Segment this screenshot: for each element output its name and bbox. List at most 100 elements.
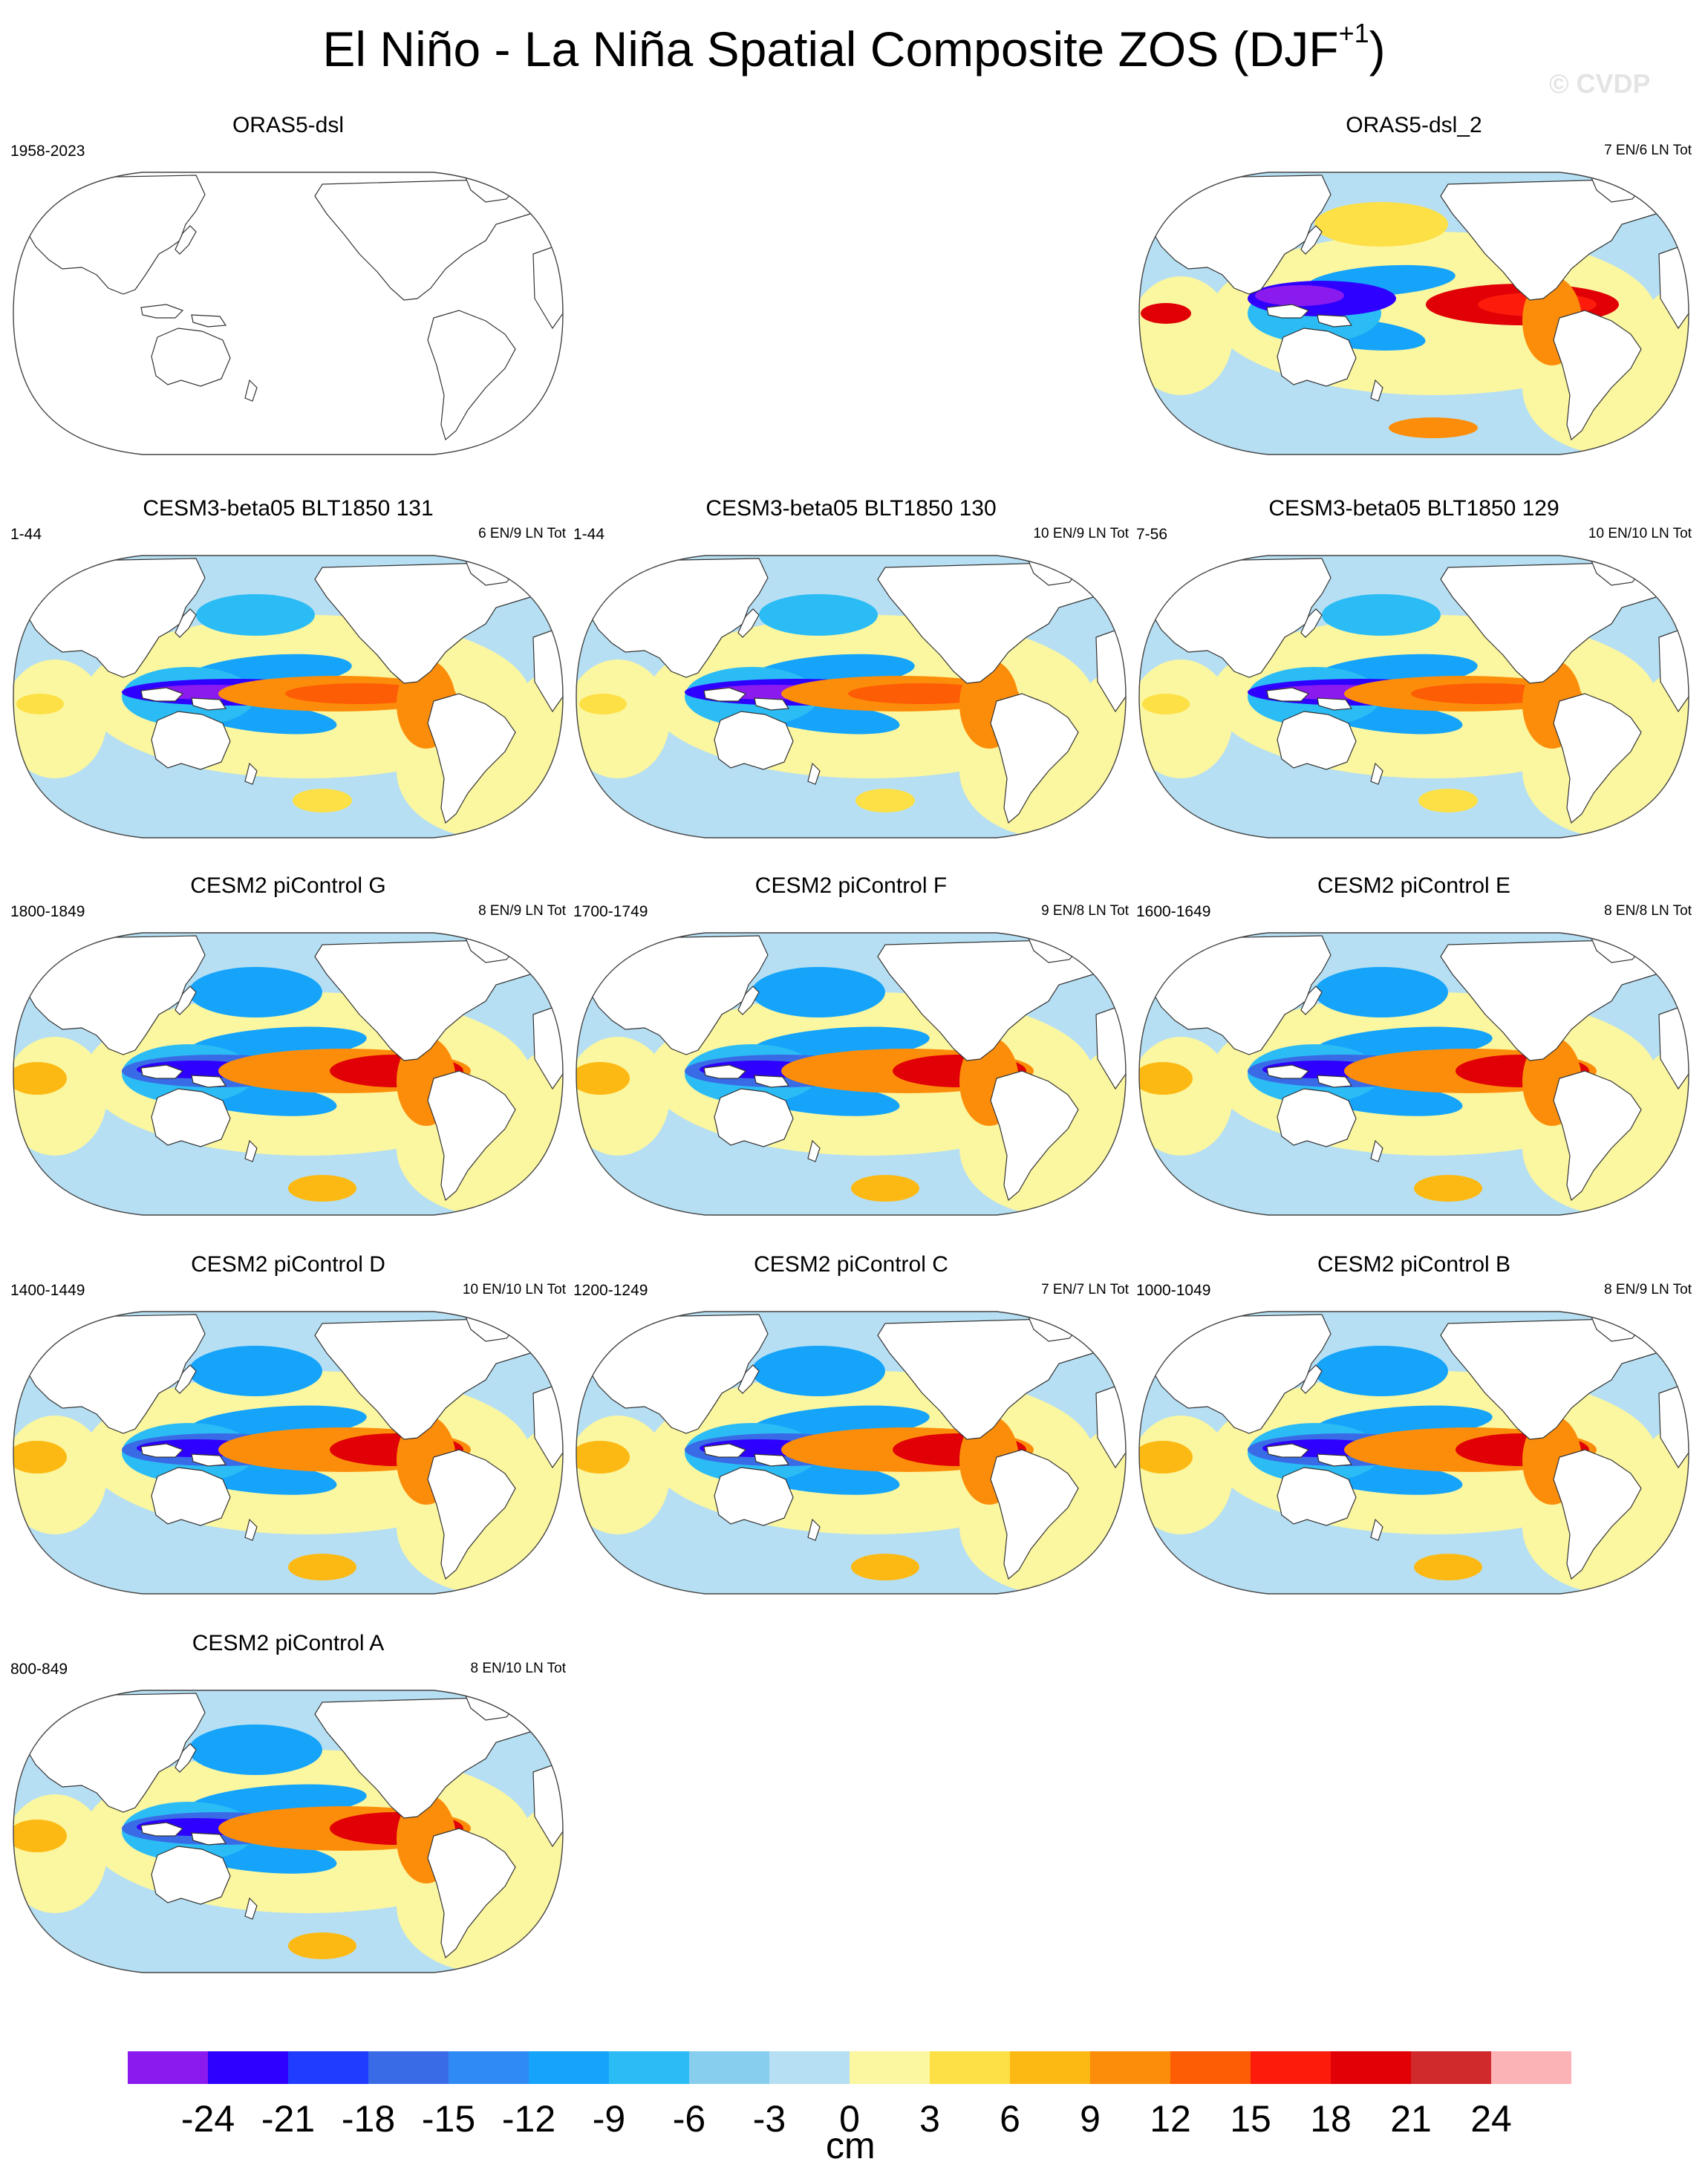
land-southam xyxy=(1553,1070,1642,1202)
land-japan xyxy=(175,225,197,255)
anomaly-south-pacific xyxy=(855,789,915,812)
map-outline xyxy=(13,172,564,455)
land-indo xyxy=(703,687,747,702)
colorbar-tick-label: 3 xyxy=(919,2098,940,2140)
panel-oras5-dsl-2: ORAS5-dsl_2 7 EN/6 LN Tot xyxy=(1136,113,1692,484)
panel-years: 1400-1449 xyxy=(10,1282,85,1299)
anomaly-indian-ocean xyxy=(1142,694,1190,714)
land-asia xyxy=(1152,175,1331,295)
land-antarctica xyxy=(1218,1230,1611,1239)
land-japan xyxy=(737,986,760,1015)
anomaly-indian-ocean xyxy=(1139,1441,1193,1473)
land-asia xyxy=(26,935,206,1055)
map-outline xyxy=(1138,1311,1689,1595)
land-newzealand xyxy=(1370,1139,1383,1162)
land-indo xyxy=(1266,1064,1310,1079)
land-newguinea xyxy=(191,1453,227,1467)
figure-title: El Niño - La Niña Spatial Composite ZOS … xyxy=(0,18,1708,77)
colorbar-swatch xyxy=(1331,2051,1411,2084)
land-indo xyxy=(140,304,184,319)
land-newzealand xyxy=(807,1139,821,1162)
map-outline xyxy=(576,932,1127,1216)
land-southam xyxy=(990,1449,1079,1580)
panel-title: CESM2 piControl F xyxy=(754,873,948,898)
land-indo xyxy=(1266,687,1310,702)
panel-title: CESM3-beta05 BLT1850 131 xyxy=(143,496,434,521)
map-field xyxy=(13,556,563,838)
panel-picontrol-c: CESM2 piControl C 1200-1249 7 EN/7 LN To… xyxy=(573,1252,1129,1624)
land-antarctica xyxy=(655,1609,1049,1618)
land-australia xyxy=(714,1467,794,1526)
map-picontrol-f xyxy=(576,932,1127,1216)
land-asia xyxy=(589,935,769,1055)
colorbar-tick-label: -18 xyxy=(341,2098,396,2140)
land-japan xyxy=(175,608,197,638)
land-antarctica xyxy=(92,1987,486,1996)
land-australia xyxy=(151,1467,231,1526)
land-newguinea xyxy=(191,314,227,328)
anomaly-south-pacific xyxy=(1414,1554,1482,1580)
panel-count: 8 EN/9 LN Tot xyxy=(1604,1282,1692,1297)
panel-picontrol-b: CESM2 piControl B 1000-1049 8 EN/9 LN To… xyxy=(1136,1252,1692,1624)
land-asia xyxy=(26,175,206,295)
panel-years: 1958-2023 xyxy=(10,143,85,160)
anomaly-north-pacific xyxy=(759,594,878,636)
colorbar-tick-label: -21 xyxy=(261,2098,316,2140)
map-outline xyxy=(1138,172,1689,455)
panel-years: 1600-1649 xyxy=(1136,903,1211,920)
anomaly-indian-ocean xyxy=(13,1820,67,1852)
land-newzealand xyxy=(244,1897,258,1920)
land-australia xyxy=(1277,328,1357,387)
land-asia xyxy=(1152,1314,1331,1434)
panel-years: 7-56 xyxy=(1136,526,1168,543)
land-japan xyxy=(175,986,197,1015)
colorbar-swatch xyxy=(1090,2051,1170,2084)
land-newguinea xyxy=(1317,697,1353,711)
anomaly-indian-ocean xyxy=(13,1062,67,1095)
colorbar-swatch xyxy=(850,2051,930,2084)
colorbar-tick-label: -12 xyxy=(501,2098,556,2140)
map-cesm3-130 xyxy=(576,555,1127,838)
land-antarctica xyxy=(92,1230,486,1239)
map-picontrol-a xyxy=(13,1690,564,1996)
anomaly-south-pacific xyxy=(851,1554,919,1580)
panel-count: 10 EN/10 LN Tot xyxy=(462,1282,566,1297)
land-southam xyxy=(990,693,1079,824)
map-field xyxy=(1139,172,1689,455)
land-indo xyxy=(703,1064,747,1079)
land-japan xyxy=(1300,986,1323,1015)
land-australia xyxy=(1277,1088,1357,1147)
anomaly-indian-ocean xyxy=(16,694,64,714)
figure-title-text: El Niño - La Niña Spatial Composite ZOS … xyxy=(322,22,1339,76)
colorbar-tick-label: 6 xyxy=(1000,2098,1020,2140)
panel-cesm3-129: CESM3-beta05 BLT1850 129 7-56 10 EN/10 L… xyxy=(1136,496,1692,867)
anomaly-east-pacific-core xyxy=(848,683,997,704)
land-newzealand xyxy=(244,379,258,402)
colorbar-swatch xyxy=(930,2051,1010,2084)
map-outline xyxy=(1138,555,1689,838)
panel-count: 8 EN/9 LN Tot xyxy=(478,903,566,919)
map-field xyxy=(13,933,563,1239)
land-indo xyxy=(140,1064,184,1079)
colorbar-swatch xyxy=(1491,2051,1571,2084)
colorbar-swatch xyxy=(1251,2051,1331,2084)
anomaly-south-pacific xyxy=(288,1554,356,1580)
colorbar-swatch xyxy=(128,2051,208,2084)
land-indo xyxy=(140,1822,184,1837)
map-outline xyxy=(13,1690,564,1973)
map-field xyxy=(576,933,1126,1215)
anomaly-east-pacific-core xyxy=(285,683,434,704)
panel-title: CESM2 piControl C xyxy=(754,1252,948,1277)
anomaly-indian-ocean xyxy=(576,1062,630,1095)
land-australia xyxy=(151,711,231,770)
land-newzealand xyxy=(244,762,258,785)
panel-oras5-dsl: ORAS5-dsl 1958-2023 xyxy=(10,113,566,484)
panel-count: 10 EN/10 LN Tot xyxy=(1588,526,1692,541)
panel-title: CESM2 piControl G xyxy=(190,873,386,898)
panel-picontrol-e: CESM2 piControl E 1600-1649 8 EN/8 LN To… xyxy=(1136,873,1692,1245)
land-newguinea xyxy=(191,1075,227,1088)
anomaly-indian-ocean xyxy=(1141,303,1191,324)
panel-title: CESM3-beta05 BLT1850 129 xyxy=(1268,496,1559,521)
panel-cesm3-130: CESM3-beta05 BLT1850 130 1-44 10 EN/9 LN… xyxy=(573,496,1129,867)
colorbar-swatch xyxy=(769,2051,850,2084)
